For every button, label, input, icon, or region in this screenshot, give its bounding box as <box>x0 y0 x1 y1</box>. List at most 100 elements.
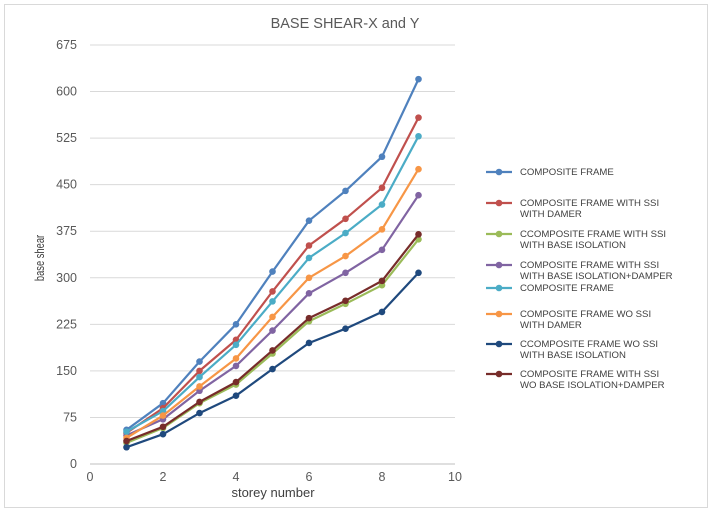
data-point <box>269 298 276 305</box>
y-tick-label: 450 <box>56 178 77 192</box>
legend-label: COMPOSITE FRAME <box>520 283 614 294</box>
legend-swatch-marker <box>495 370 503 378</box>
series-7 <box>123 269 422 451</box>
data-point <box>305 254 313 262</box>
y-tick-label: 150 <box>56 364 77 378</box>
y-axis-title: base shear <box>34 235 48 281</box>
chart-title: BASE SHEAR-X and Y <box>271 16 420 32</box>
data-point <box>378 246 386 254</box>
data-point <box>305 242 313 249</box>
data-point <box>232 341 240 349</box>
data-point <box>305 339 313 347</box>
y-tick-label: 675 <box>56 38 77 52</box>
y-tick-label: 375 <box>56 224 77 238</box>
data-point <box>123 443 130 451</box>
gridlines <box>90 44 455 418</box>
data-point <box>232 392 240 400</box>
data-point <box>305 274 313 282</box>
data-point <box>305 314 313 322</box>
data-point <box>415 114 422 121</box>
legend-label: WITH DAMER <box>520 209 582 220</box>
data-point <box>378 201 386 208</box>
data-point <box>232 378 240 386</box>
data-point <box>159 430 167 438</box>
x-tick-label: 8 <box>379 470 386 484</box>
legend-label: COMPOSITE FRAME <box>520 167 614 178</box>
legend-label: WO BASE ISOLATION+DAMPER <box>520 380 665 391</box>
data-point <box>415 75 422 83</box>
legend-swatch-marker <box>495 261 503 269</box>
legend-label: WITH DAMER <box>520 320 582 331</box>
data-point <box>159 399 167 407</box>
y-tick-label: 300 <box>56 271 77 285</box>
data-point <box>342 187 349 195</box>
x-tick-label: 2 <box>160 470 167 484</box>
data-point <box>159 412 167 419</box>
y-tick-label: 600 <box>56 85 77 99</box>
data-point <box>269 268 276 275</box>
legend-swatch-marker <box>495 230 503 238</box>
legend-label: COMPOSITE FRAME WO SSI <box>520 309 651 320</box>
y-tick-label: 75 <box>63 410 77 424</box>
data-point <box>415 231 422 238</box>
legend-label: WITH BASE ISOLATION <box>520 350 626 361</box>
y-tick-label: 0 <box>70 457 77 471</box>
legend-label: COMPOSITE FRAME WITH SSI <box>520 198 659 209</box>
data-point <box>415 191 422 199</box>
legend-swatch-marker <box>495 340 503 348</box>
x-axis-ticks: 0 2 4 6 8 10 <box>87 470 462 484</box>
data-point <box>378 184 386 192</box>
data-point <box>378 153 386 161</box>
data-point <box>342 269 349 277</box>
data-point <box>232 355 240 362</box>
legend-label: CCOMPOSITE FRAME WO SSI <box>520 339 658 350</box>
data-point <box>415 269 422 277</box>
legend-entry: COMPOSITE FRAME <box>486 167 614 178</box>
data-point <box>196 383 203 390</box>
data-point <box>123 437 130 445</box>
data-point <box>342 325 349 332</box>
data-point <box>196 398 203 406</box>
data-point <box>196 358 203 365</box>
data-point <box>415 165 422 173</box>
series-5 <box>123 132 422 436</box>
legend-swatch-marker <box>495 168 503 176</box>
data-point <box>342 297 349 305</box>
data-point <box>378 226 386 233</box>
chart-frame <box>4 4 708 508</box>
series-lines <box>123 75 422 451</box>
legend-label: COMPOSITE FRAME WITH SSI <box>520 260 659 271</box>
data-point <box>123 428 130 436</box>
legend-swatch-marker <box>495 199 503 207</box>
x-tick-label: 10 <box>448 470 462 484</box>
x-tick-label: 6 <box>306 470 313 484</box>
x-tick-label: 0 <box>87 470 94 484</box>
data-point <box>378 308 386 316</box>
data-point <box>415 132 422 140</box>
data-point <box>159 423 167 431</box>
legend-label: COMPOSITE FRAME WITH SSI <box>520 369 659 380</box>
legend-label: CCOMPOSITE FRAME WITH SSI <box>520 229 666 240</box>
data-point <box>232 321 240 328</box>
y-axis-ticks: 0 75 150 225 300 375 450 525 600 675 <box>56 38 77 471</box>
data-point <box>305 289 313 297</box>
series-1 <box>123 75 422 434</box>
legend-label: WITH BASE ISOLATION <box>520 240 626 251</box>
data-point <box>269 347 276 354</box>
y-tick-label: 225 <box>56 317 77 331</box>
data-point <box>342 229 349 237</box>
x-axis-title: storey number <box>231 485 315 500</box>
series-8 <box>123 231 422 445</box>
data-point <box>269 288 276 295</box>
data-point <box>269 327 276 334</box>
legend-swatch-marker <box>495 310 503 318</box>
